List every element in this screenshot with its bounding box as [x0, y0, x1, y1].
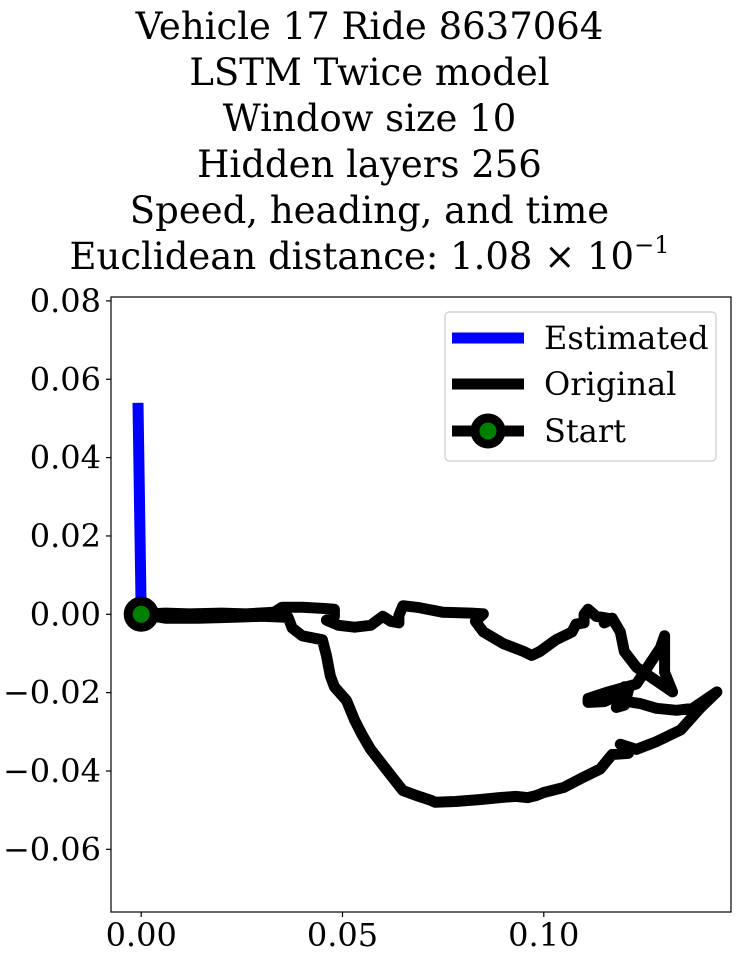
- series-layer: [123, 402, 723, 808]
- y-tick-label: −0.04: [3, 752, 101, 790]
- y-tick-label: 0.08: [30, 282, 101, 320]
- distance-label: Euclidean distance: 1.08: [69, 235, 533, 278]
- title-line-2: LSTM Twice model: [189, 51, 550, 94]
- chart-title: Vehicle 17 Ride 8637064 LSTM Twice model…: [0, 4, 739, 280]
- y-tick-label: 0.06: [30, 360, 101, 398]
- legend-label-original: Original: [544, 365, 676, 403]
- title-line-1: Vehicle 17 Ride 8637064: [135, 5, 604, 48]
- title-line-5: Speed, heading, and time: [129, 189, 610, 232]
- ticks-layer: 0.00 0.05 0.10 0.08 0.06 0.04 0.02 0.00 −0.02 −0.…: [3, 282, 579, 954]
- series-line-estimated: [132, 402, 147, 615]
- y-tick-label: 0.02: [30, 517, 101, 555]
- start-marker: [123, 596, 159, 632]
- x-tick-label: 0.00: [106, 916, 177, 954]
- legend: Estimated Original Start: [444, 311, 717, 462]
- x-tick-label: 0.05: [307, 916, 378, 954]
- y-tick-label: 0.00: [30, 595, 101, 633]
- distance-base: 10: [587, 235, 635, 278]
- x-tick-label: 0.10: [508, 916, 579, 954]
- plot-frame: [110, 296, 732, 913]
- distance-times: ×: [544, 235, 576, 278]
- title-line-3: Window size 10: [222, 97, 517, 140]
- title-line-distance: Euclidean distance: 1.08 × 10−1: [0, 231, 739, 280]
- legend-label-estimated: Estimated: [544, 319, 709, 357]
- y-tick-label: −0.06: [3, 830, 101, 868]
- y-tick-label: 0.04: [30, 439, 101, 477]
- legend-box: [444, 311, 717, 462]
- title-line-4: Hidden layers 256: [197, 143, 542, 186]
- legend-swatch-start-marker: [470, 413, 506, 449]
- legend-label-start: Start: [544, 412, 626, 450]
- series-line-original: [135, 600, 723, 808]
- y-tick-label: −0.02: [3, 674, 101, 712]
- distance-exponent: −1: [634, 231, 670, 259]
